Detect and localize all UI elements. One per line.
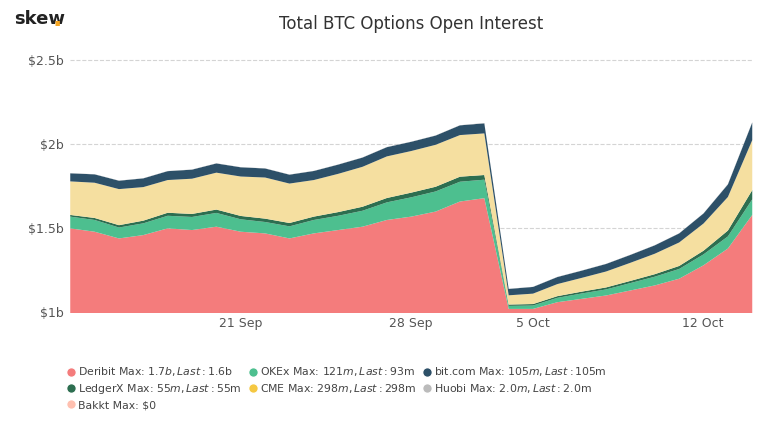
- Title: Total BTC Options Open Interest: Total BTC Options Open Interest: [279, 16, 542, 33]
- Text: skew: skew: [14, 10, 65, 28]
- Legend: Deribit Max: $1.7b, Last: $1.6b, LedgerX Max: $55m, Last: $55m, Bakkt Max: $0, O: Deribit Max: $1.7b, Last: $1.6b, LedgerX…: [68, 365, 607, 410]
- Text: .: .: [53, 7, 62, 31]
